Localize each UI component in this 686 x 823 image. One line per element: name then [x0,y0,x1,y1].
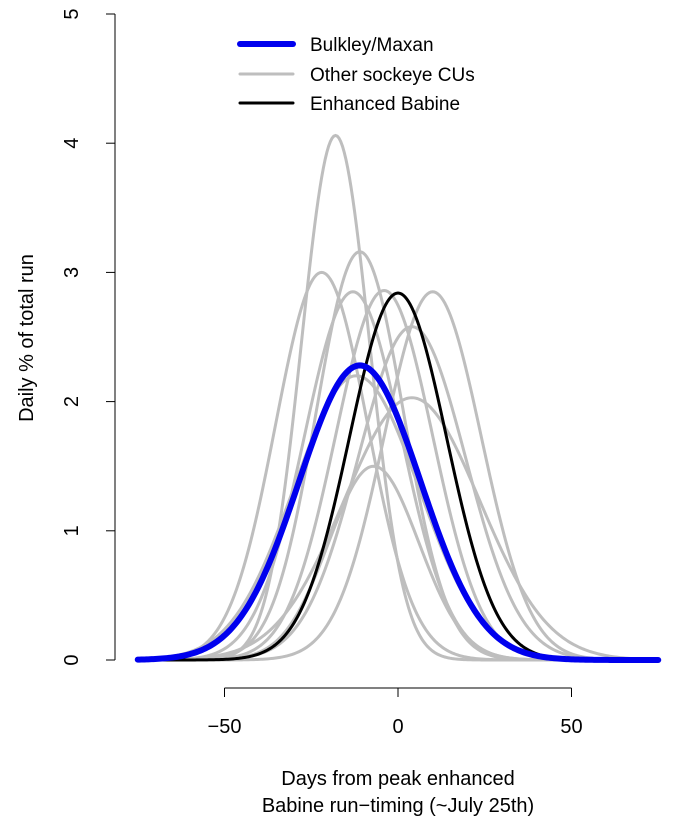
other-cu-curve-5 [137,288,659,662]
y-tick-label-4: 4 [61,138,83,149]
legend-label-bulkley-maxan: Bulkley/Maxan [310,35,434,56]
other-cu-curve-1 [137,133,659,662]
y-tick-label-1: 1 [61,525,83,536]
other-cu-curve-4 [137,290,659,662]
x-tick-label-1: 0 [392,716,403,738]
legend: Bulkley/Maxan Other sockeye CUs Enhanced… [237,35,475,115]
other-cu-curves [137,133,659,662]
other-cu-curve-3 [137,250,659,662]
other-cu-curve-6 [137,290,659,662]
x-tick-label-0: −50 [208,716,242,738]
x-axis-title-line-2: Babine run−timing (~July 25th) [262,795,534,817]
y-tick-label-2: 2 [61,396,83,407]
x-axis-ticks: −50 0 50 [208,688,583,738]
x-axis-title-line-1: Days from peak enhanced [281,768,514,790]
y-tick-label-3: 3 [61,267,83,278]
other-cu-curve-2 [137,270,659,662]
highlight-curves [134,291,662,663]
y-axis-ticks: 0 1 2 3 4 5 [61,8,115,666]
legend-label-enhanced-babine: Enhanced Babine [310,94,460,115]
bulkley-maxan-curve [134,362,662,663]
legend-label-other-sockeye-cus: Other sockeye CUs [310,65,475,86]
enhanced-babine-curve [137,291,659,662]
y-tick-label-5: 5 [61,8,83,19]
other-cu-curve-8 [137,396,659,662]
x-tick-label-2: 50 [560,716,582,738]
y-tick-label-0: 0 [61,654,83,665]
y-axis-title: Daily % of total run [16,254,38,422]
